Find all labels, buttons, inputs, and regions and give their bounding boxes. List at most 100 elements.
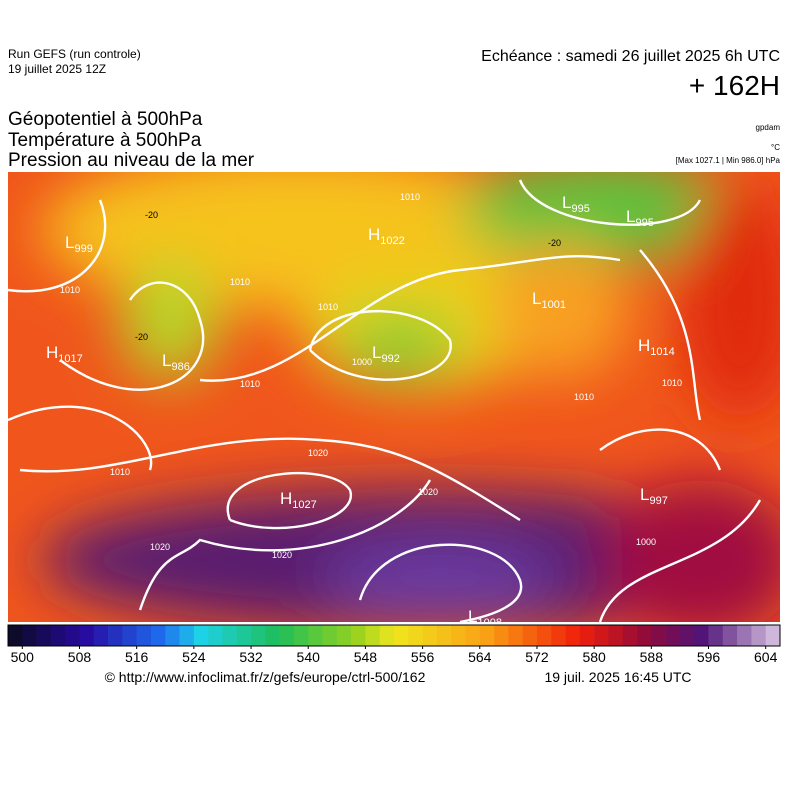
colorbar-swatch <box>336 625 352 646</box>
colorbar: 500 508 516 524 532 540 548 556 564 572 580 588 596 6… <box>7 624 781 665</box>
colorbar-swatch <box>751 625 767 646</box>
isobar-label: 1010 <box>240 379 260 389</box>
generated-time: 19 juil. 2025 16:45 UTC <box>544 669 691 685</box>
echeance: Echéance : samedi 26 juillet 2025 6h UTC <box>481 48 780 65</box>
colorbar-swatch <box>279 625 295 646</box>
pressure-center: L995 <box>626 207 654 229</box>
pressure-center: H1027 <box>280 489 317 511</box>
isobar-label: 1010 <box>574 392 594 402</box>
colorbar-tick-label: 596 <box>697 649 721 665</box>
isobar-label: 1020 <box>308 448 328 458</box>
center-kind: H <box>368 225 380 244</box>
colorbar-tick-label: 524 <box>182 649 206 665</box>
center-value: 995 <box>635 217 653 229</box>
colorbar-swatch <box>193 625 209 646</box>
colorbar-swatch <box>665 625 681 646</box>
field-title: Géopotentiel à 500hPa <box>8 109 203 130</box>
colorbar-swatch <box>651 625 666 646</box>
colorbar-swatch <box>451 625 466 646</box>
center-kind: L <box>562 193 571 212</box>
isobar-label: 1020 <box>272 550 292 560</box>
colorbar-tick-label: 564 <box>468 649 492 665</box>
colorbar-swatch <box>436 625 452 646</box>
isotherm-label: -20 <box>135 332 148 342</box>
isobar-label: 1000 <box>636 537 656 547</box>
lead-time: + 162H <box>689 70 780 101</box>
colorbar-swatch <box>150 625 166 646</box>
colorbar-swatch <box>208 625 223 646</box>
colorbar-swatch <box>637 625 652 646</box>
center-value: 1017 <box>58 353 82 365</box>
pressure-center: H1017 <box>46 343 83 365</box>
center-value: 992 <box>381 353 399 365</box>
center-value: 997 <box>649 495 667 507</box>
colorbar-swatch <box>36 625 52 646</box>
colorbar-swatch <box>308 625 323 646</box>
colorbar-swatch <box>737 625 752 646</box>
colorbar-swatch <box>136 625 152 646</box>
center-kind: L <box>65 233 74 252</box>
colorbar-swatch <box>479 625 495 646</box>
center-value: 1022 <box>380 235 404 247</box>
center-kind: H <box>46 343 58 362</box>
colorbar-tick-label: 516 <box>125 649 149 665</box>
run-name: Run GEFS (run controle) <box>8 47 141 61</box>
run-date: 19 juillet 2025 12Z <box>8 62 106 76</box>
colorbar-tick-label: 588 <box>640 649 664 665</box>
colorbar-swatch <box>622 625 638 646</box>
colorbar-swatch <box>165 625 180 646</box>
colorbar-swatch <box>93 625 109 646</box>
colorbar-swatch <box>265 625 280 646</box>
isobar-label: 1000 <box>352 357 372 367</box>
pressure-center: L1001 <box>532 289 566 311</box>
colorbar-frame <box>7 624 781 647</box>
isobar-label: 1020 <box>418 487 438 497</box>
colorbar-tick-label: 532 <box>239 649 263 665</box>
isotherm-label: -20 <box>145 210 158 220</box>
colorbar-swatch <box>222 625 238 646</box>
pressure-center: L986 <box>162 351 190 373</box>
colorbar-swatch <box>79 625 95 646</box>
colorbar-swatch <box>251 625 266 646</box>
center-value: 1027 <box>292 499 316 511</box>
isobar-label: 1010 <box>400 192 420 202</box>
colorbar-swatch <box>365 625 381 646</box>
source-url: © http://www.infoclimat.fr/z/gefs/europe… <box>105 669 426 685</box>
colorbar-swatch <box>508 625 523 646</box>
colorbar-swatch <box>322 625 338 646</box>
colorbar-swatch <box>351 625 366 646</box>
colorbar-tick-label: 500 <box>11 649 35 665</box>
colorbar-swatch <box>408 625 423 646</box>
center-kind: L <box>532 289 541 308</box>
colorbar-swatch <box>579 625 595 646</box>
colorbar-tick-label: 572 <box>525 649 549 665</box>
colorbar-swatch <box>722 625 738 646</box>
isobar-label: 1010 <box>230 277 250 287</box>
center-kind: L <box>626 207 635 226</box>
colorbar-swatch <box>379 625 395 646</box>
field-title: Température à 500hPa <box>8 130 202 151</box>
unit: [Max 1027.1 | Min 986.0] hPa <box>676 156 781 165</box>
colorbar-swatch <box>551 625 566 646</box>
colorbar-swatch <box>8 625 23 646</box>
colorbar-swatch <box>708 625 724 646</box>
pressure-center: L992 <box>372 343 400 365</box>
colorbar-swatch <box>679 625 695 646</box>
pressure-center: L997 <box>640 485 668 507</box>
colorbar-swatch <box>536 625 552 646</box>
colorbar-swatch <box>694 625 709 646</box>
isobar-label: 1010 <box>318 302 338 312</box>
center-value: 999 <box>74 243 92 255</box>
colorbar-tick-label: 548 <box>354 649 378 665</box>
isobar-label: 1010 <box>60 285 80 295</box>
center-value: 1001 <box>541 299 565 311</box>
pressure-center: H1022 <box>368 225 405 247</box>
pressure-center: H1014 <box>638 336 675 358</box>
colorbar-swatch <box>565 625 581 646</box>
center-kind: L <box>640 485 649 504</box>
colorbar-swatch <box>594 625 609 646</box>
center-kind: L <box>468 607 477 626</box>
center-value: 995 <box>571 203 589 215</box>
isobar-label: 1010 <box>110 467 130 477</box>
